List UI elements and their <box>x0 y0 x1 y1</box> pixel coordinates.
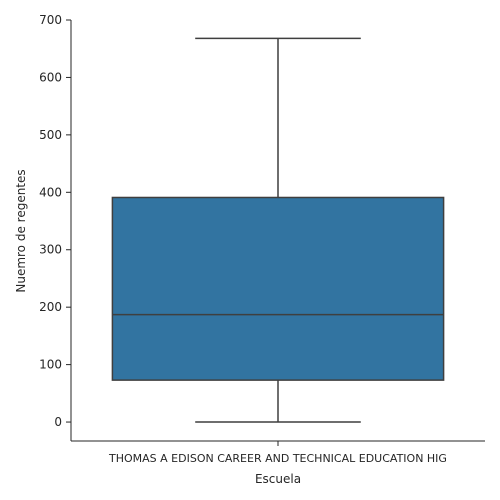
iqr-box <box>111 196 445 381</box>
y-tick-label: 600 <box>39 70 62 84</box>
y-tick-label: 300 <box>39 243 62 257</box>
y-tick-label: 400 <box>39 185 62 199</box>
y-axis-label: Nuemro de regentes <box>14 169 28 292</box>
y-tick-label: 0 <box>54 415 62 429</box>
x-tick-label: THOMAS A EDISON CAREER AND TECHNICAL EDU… <box>108 452 447 465</box>
x-axis-label: Escuela <box>255 472 301 486</box>
y-tick-label: 500 <box>39 128 62 142</box>
y-tick-label: 700 <box>39 13 62 27</box>
y-tick-label: 100 <box>39 358 62 372</box>
y-tick-label: 200 <box>39 300 62 314</box>
